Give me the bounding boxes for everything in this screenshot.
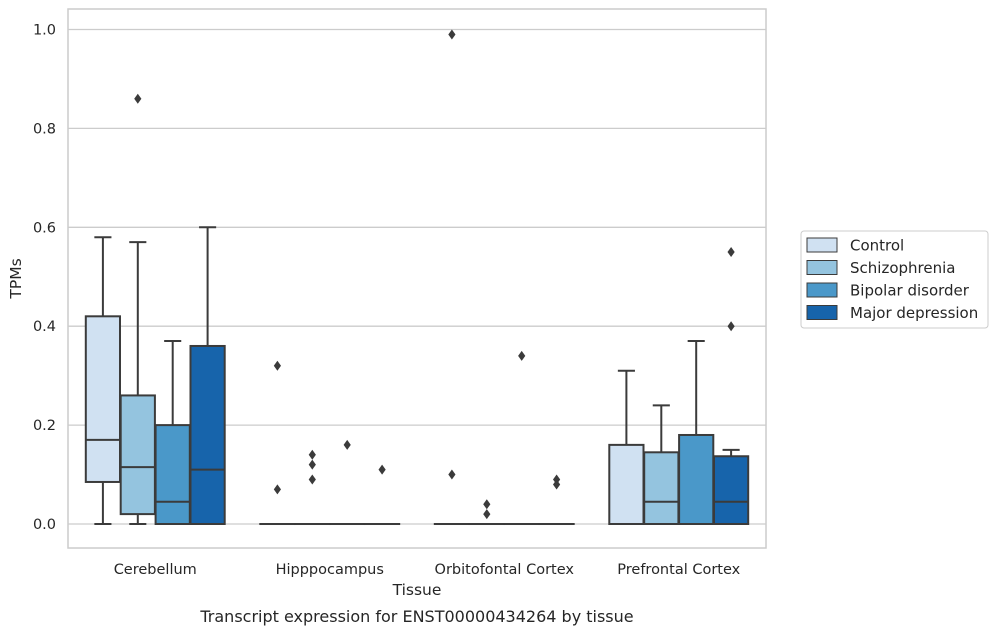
outlier-point: [483, 499, 491, 510]
outlier-point: [378, 464, 386, 475]
outlier-point: [134, 93, 142, 104]
outlier-point: [518, 350, 526, 361]
box-iqr: [712, 455, 750, 526]
y-tick-label: 0.8: [33, 121, 56, 137]
y-tick-label: 0.4: [33, 319, 56, 335]
outlier-point: [343, 439, 351, 450]
outlier-point: [308, 474, 316, 485]
legend-label: Schizophrenia: [850, 259, 955, 277]
x-tick-label: Orbitofontal Cortex: [435, 562, 575, 578]
box-group: [84, 236, 122, 525]
x-tick-label: Hipppocampus: [276, 562, 384, 578]
x-tick-label: Cerebellum: [114, 562, 197, 578]
box-group: [294, 449, 331, 526]
box-layer: [84, 29, 750, 526]
outlier-point: [483, 509, 491, 520]
box-group: [433, 29, 471, 526]
legend-label: Bipolar disorder: [850, 282, 970, 300]
outlier-point: [273, 360, 281, 371]
legend-label: Major depression: [850, 304, 978, 322]
x-tick-label: Prefrontal Cortex: [617, 562, 740, 578]
y-axis-label: TPMs: [7, 258, 25, 299]
box-iqr: [154, 424, 191, 526]
box-group: [119, 93, 156, 525]
box-iqr: [84, 315, 122, 483]
legend-frame: [800, 230, 989, 329]
y-axis-ticks: 0.0 0.2 0.4 0.6 0.8 1.0: [33, 23, 56, 534]
box-group: [468, 499, 505, 526]
box-iqr: [678, 433, 715, 525]
legend: Control Schizophrenia Bipolar disorder Majo…: [800, 230, 989, 329]
box-iqr: [189, 344, 226, 526]
x-axis-label: Tissue: [392, 581, 442, 599]
y-tick-label: 0.2: [33, 418, 56, 434]
plot-area-frame: [67, 8, 767, 549]
box-group: [643, 404, 680, 525]
box-iqr: [608, 443, 645, 526]
box-group: [538, 474, 575, 526]
outlier-point: [308, 459, 316, 470]
legend-label: Control: [850, 237, 904, 255]
box-group: [154, 340, 191, 526]
box-group: [259, 360, 296, 526]
box-group: [329, 439, 366, 526]
box-group: [363, 464, 401, 526]
box-iqr: [643, 451, 680, 525]
outlier-point: [553, 474, 561, 485]
box-group: [608, 369, 645, 526]
outlier-point: [448, 29, 456, 40]
box-group: [678, 340, 715, 525]
y-tick-label: 1.0: [33, 23, 56, 39]
outlier-point: [727, 321, 735, 332]
y-tick-label: 0.0: [33, 517, 56, 533]
legend-swatch: [806, 305, 838, 320]
legend-swatch: [806, 237, 838, 253]
y-tick-label: 0.6: [33, 220, 56, 236]
box-group: [503, 350, 540, 526]
box-group: [189, 226, 226, 526]
box-iqr: [119, 394, 156, 516]
x-axis-ticks: Cerebellum Hipppocampus Orbitofontal Corte…: [114, 562, 741, 578]
chart-caption: Transcript expression for ENST0000043426…: [199, 607, 633, 626]
outlier-point: [448, 469, 456, 480]
legend-swatch: [806, 282, 838, 298]
outlier-point: [273, 484, 281, 495]
outlier-point: [727, 247, 735, 258]
box-group: [712, 247, 750, 526]
legend-swatch: [806, 260, 838, 275]
outlier-point: [308, 449, 316, 460]
